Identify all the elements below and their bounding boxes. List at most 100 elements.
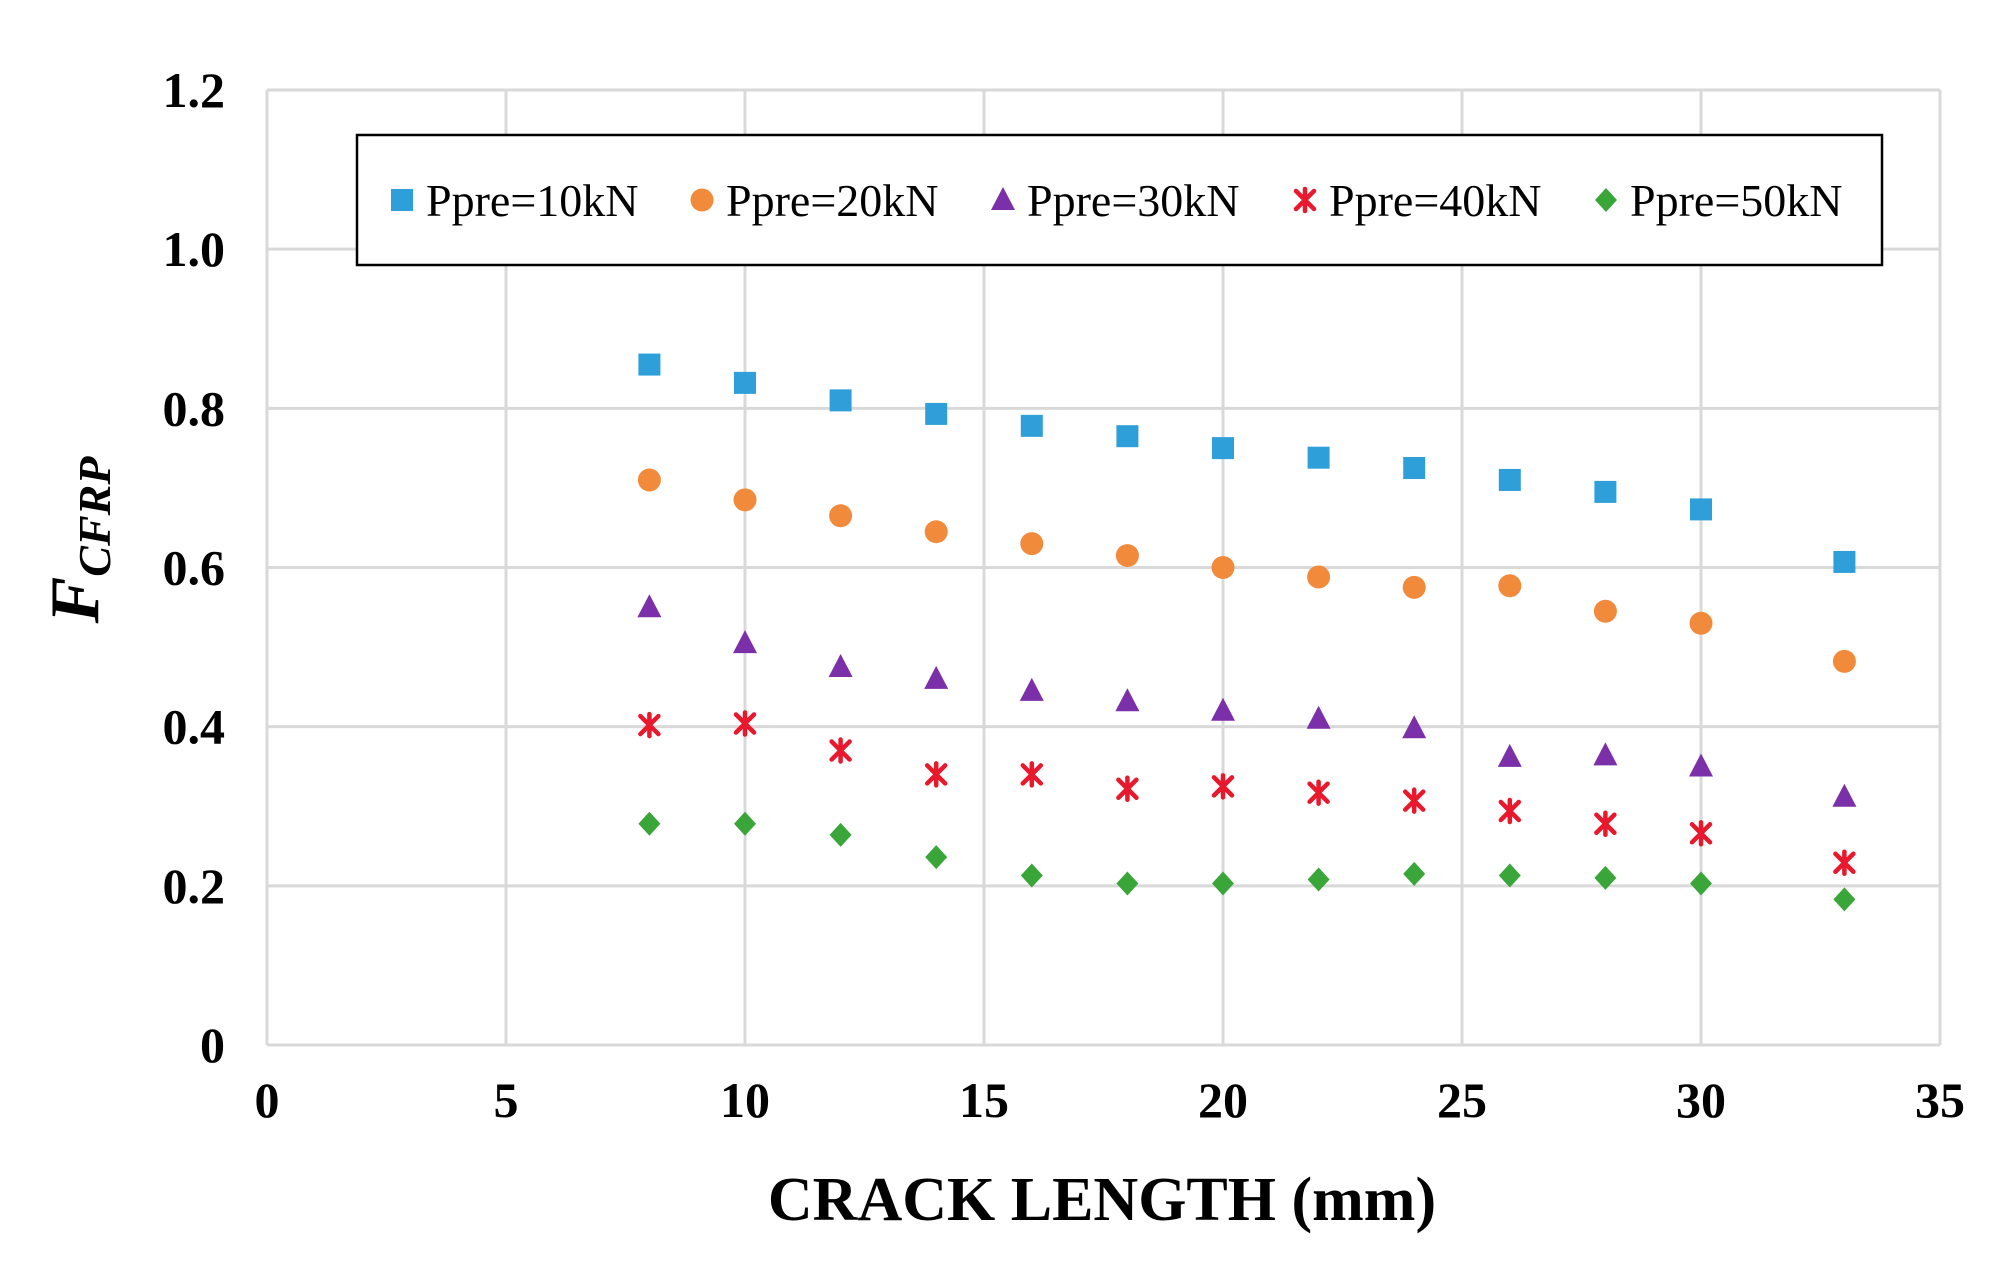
data-point <box>1212 437 1234 460</box>
data-point <box>829 389 852 412</box>
y-tick-label: 1.0 <box>163 221 226 277</box>
data-point <box>1689 611 1713 635</box>
legend-label: Ppre=50kN <box>1630 175 1842 226</box>
data-point <box>733 488 757 512</box>
data-point <box>924 761 948 788</box>
data-point <box>925 402 948 425</box>
y-tick-label: 1.2 <box>163 62 226 118</box>
legend-marker <box>991 187 1015 210</box>
data-point <box>924 665 949 689</box>
data-point <box>1115 544 1139 568</box>
data-point <box>1211 556 1235 579</box>
data-point <box>1402 787 1426 814</box>
data-point <box>638 811 661 836</box>
data-point <box>1116 871 1139 896</box>
x-tick-label: 0 <box>255 1072 280 1128</box>
data-point <box>1307 565 1331 589</box>
data-point <box>1833 550 1856 573</box>
data-point <box>1306 705 1331 729</box>
legend-items: Ppre=10kN Ppre=20kN Ppre=30kN Ppre=40kN Ppre… <box>391 175 1842 226</box>
x-tick-label: 20 <box>1198 1072 1248 1128</box>
y-axis-label-subscript: CFRP <box>69 456 120 577</box>
data-point <box>1833 887 1856 912</box>
data-point <box>637 468 661 492</box>
series-3 <box>637 594 1857 807</box>
x-tick-label: 30 <box>1676 1072 1726 1128</box>
data-markers <box>637 353 1857 912</box>
y-axis-label: FCFRP <box>37 456 120 625</box>
data-point <box>1307 779 1330 806</box>
data-point <box>1211 773 1235 800</box>
data-point <box>1498 863 1521 888</box>
data-point <box>1690 871 1712 896</box>
legend-box <box>355 133 1884 267</box>
axis-layer <box>265 90 1940 1047</box>
data-point <box>1689 753 1713 777</box>
data-point <box>1020 532 1044 556</box>
legend-item: Ppre=10kN <box>391 175 638 226</box>
data-point <box>1594 480 1617 503</box>
x-tick-label: 25 <box>1437 1072 1487 1128</box>
legend-label: Ppre=20kN <box>726 175 938 226</box>
data-point <box>1402 715 1427 739</box>
data-point <box>1020 414 1043 437</box>
data-point <box>637 594 662 618</box>
data-point <box>1498 797 1522 825</box>
legend-marker <box>690 188 714 212</box>
data-point <box>733 710 757 737</box>
data-point <box>1403 861 1426 886</box>
series-5 <box>638 811 1856 912</box>
data-point <box>828 653 853 677</box>
x-axis-label: CRACK LENGTH (mm) <box>768 1166 1436 1234</box>
legend-item: Ppre=30kN <box>991 175 1239 226</box>
data-point <box>1020 761 1044 788</box>
y-tick-label: 0 <box>200 1017 225 1073</box>
data-point <box>1116 425 1139 448</box>
data-point <box>1498 468 1521 491</box>
data-point <box>1020 863 1043 888</box>
data-point <box>1594 865 1617 890</box>
data-point <box>1307 867 1330 892</box>
y-axis-label-main: F <box>37 577 114 625</box>
legend-label: Ppre=10kN <box>426 175 638 226</box>
data-point <box>1689 820 1713 847</box>
data-point <box>1594 810 1617 838</box>
series-4 <box>638 710 1856 877</box>
data-point <box>638 353 661 376</box>
data-point <box>638 711 661 739</box>
data-point <box>1402 575 1426 599</box>
x-tick-label: 35 <box>1915 1072 1965 1128</box>
legend-marker <box>1293 186 1317 214</box>
data-point <box>1019 677 1044 701</box>
data-point <box>1497 743 1522 767</box>
data-point <box>1833 849 1856 877</box>
legend-marker <box>1595 188 1617 212</box>
data-point <box>734 371 756 394</box>
y-tick-label: 0.4 <box>163 699 226 755</box>
tick-labels: 0 5 10 15 20 25 30 35 0 0.2 0.4 0.6 0.8 1.0 1.2 <box>163 62 1966 1128</box>
data-point <box>1593 599 1617 623</box>
series-2 <box>637 468 1856 673</box>
legend-label: Ppre=40kN <box>1329 175 1541 226</box>
series-1 <box>638 353 1856 573</box>
data-point <box>1116 775 1139 802</box>
data-point <box>1593 742 1618 766</box>
data-point <box>924 520 948 544</box>
data-point <box>829 822 852 847</box>
data-point <box>734 811 756 836</box>
data-point <box>1832 783 1857 807</box>
legend-label: Ppre=30kN <box>1027 175 1239 226</box>
legend-item: Ppre=20kN <box>690 175 938 226</box>
data-point <box>1832 649 1856 673</box>
data-point <box>925 845 948 870</box>
legend-marker <box>391 189 413 211</box>
data-point <box>1690 498 1712 521</box>
data-point <box>829 504 853 528</box>
data-point <box>829 737 852 764</box>
y-tick-label: 0.6 <box>163 540 226 596</box>
data-point <box>1212 871 1234 896</box>
data-point <box>1115 688 1140 712</box>
y-tick-label: 0.2 <box>163 858 226 914</box>
